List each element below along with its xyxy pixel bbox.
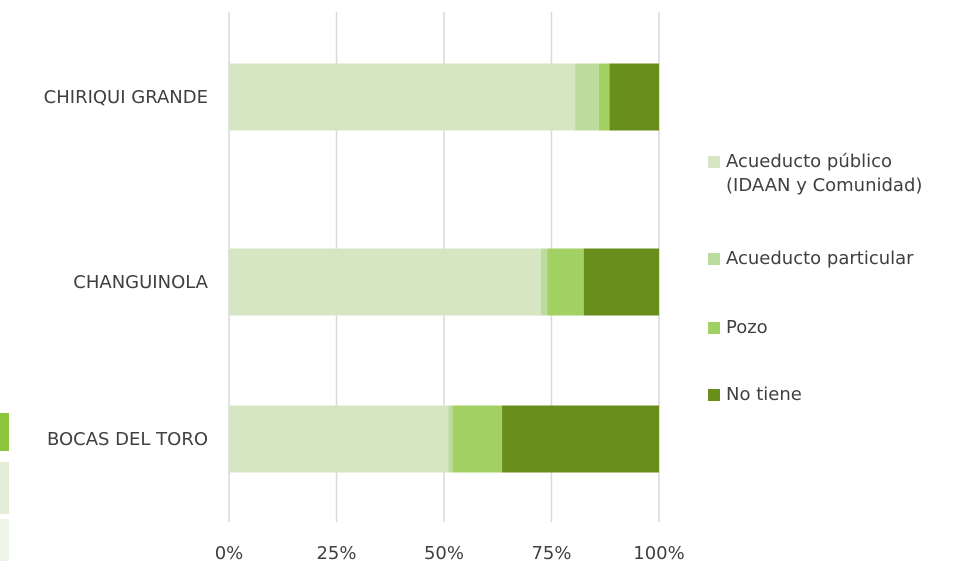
legend-swatch (708, 253, 720, 265)
legend-label: Pozo (726, 317, 768, 338)
edge-mark-light (0, 462, 9, 514)
bar-segment-2-1 (448, 405, 453, 473)
bar-segment-1-0 (229, 248, 541, 316)
bar-segment-0-2 (598, 63, 610, 131)
bar-segment-0-1 (575, 63, 599, 131)
bar-segment-2-3 (502, 405, 659, 473)
legend-item: Acueducto público (IDAAN y Comunidad) (708, 150, 922, 198)
bar-segment-2-2 (452, 405, 503, 473)
category-labels: CHIRIQUI GRANDE CHANGUINOLA BOCAS DEL TORO (44, 87, 209, 450)
x-tick-label: 75% (531, 543, 571, 564)
category-label: CHIRIQUI GRANDE (44, 87, 208, 108)
bar-segment-0-3 (609, 63, 659, 131)
legend-item: No tiene (708, 383, 802, 407)
legend-swatch (708, 322, 720, 334)
bars (229, 63, 659, 473)
bar-segment-1-3 (583, 248, 659, 316)
legend-label: Acueducto público (IDAAN y Comunidad) (726, 151, 923, 196)
bar-segment-2-0 (229, 405, 449, 473)
edge-mark-lighter (0, 519, 9, 561)
category-label: CHANGUINOLA (73, 272, 208, 293)
x-tick-label: 0% (215, 543, 244, 564)
x-axis-tick-labels: 0% 25% 50% 75% 100% (215, 543, 685, 564)
x-tick-label: 50% (424, 543, 464, 564)
x-tick-label: 25% (316, 543, 356, 564)
x-tick-label: 100% (633, 543, 684, 564)
bar-segment-1-2 (547, 248, 584, 316)
bar-segment-0-0 (229, 63, 576, 131)
legend-label: No tiene (726, 384, 802, 405)
legend-item: Pozo (708, 316, 768, 340)
legend-swatch (708, 389, 720, 401)
category-label: BOCAS DEL TORO (47, 429, 208, 450)
edge-mark-dark (0, 413, 9, 451)
bar-segment-1-1 (540, 248, 548, 316)
legend-label: Acueducto particular (726, 248, 914, 269)
legend-swatch (708, 156, 720, 168)
legend-item: Acueducto particular (708, 247, 914, 271)
